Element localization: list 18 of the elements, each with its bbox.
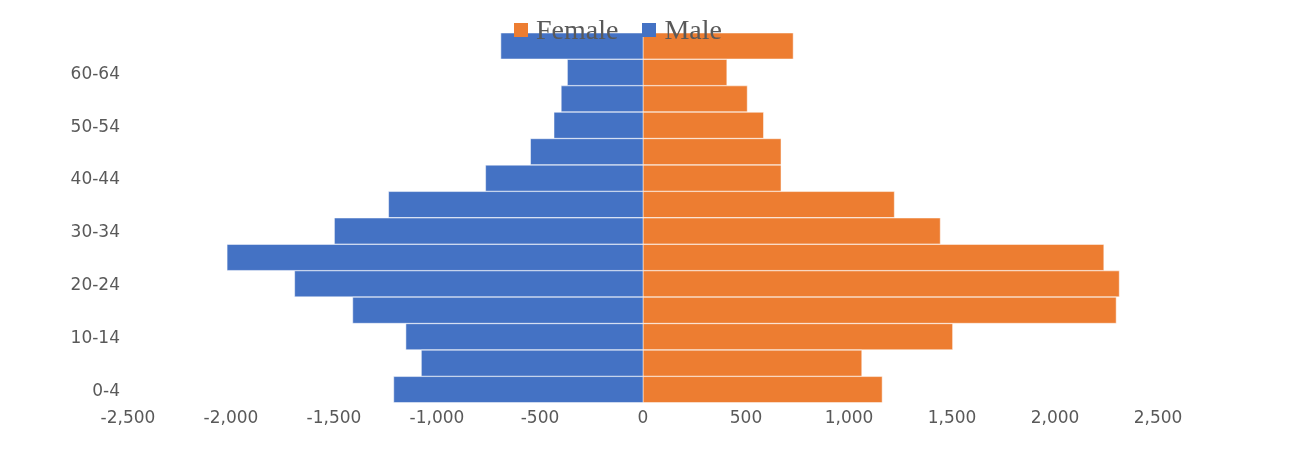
y-tick-label: 30-34 bbox=[70, 221, 120, 242]
x-tick-label: -2,000 bbox=[203, 407, 259, 428]
x-tick-label: 1,500 bbox=[927, 407, 977, 428]
x-tick-label: 500 bbox=[729, 407, 763, 428]
y-tick-label: 60-64 bbox=[70, 62, 120, 83]
x-tick-label: 2,000 bbox=[1030, 407, 1080, 428]
x-tick-label: -1,000 bbox=[409, 407, 465, 428]
y-tick-label: 20-24 bbox=[70, 274, 120, 295]
x-tick-label: 1,000 bbox=[824, 407, 874, 428]
y-tick-label: 50-54 bbox=[70, 115, 120, 136]
x-tick-label: -2,500 bbox=[100, 407, 156, 428]
y-tick-label: 0-4 bbox=[92, 379, 120, 400]
x-tick-label: -500 bbox=[520, 407, 560, 428]
x-tick-label: -1,500 bbox=[306, 407, 362, 428]
y-tick-label: 40-44 bbox=[70, 168, 120, 189]
x-tick-label: 0 bbox=[637, 407, 649, 428]
x-tick-label: 2,500 bbox=[1133, 407, 1183, 428]
y-tick-label: 10-14 bbox=[70, 326, 120, 347]
